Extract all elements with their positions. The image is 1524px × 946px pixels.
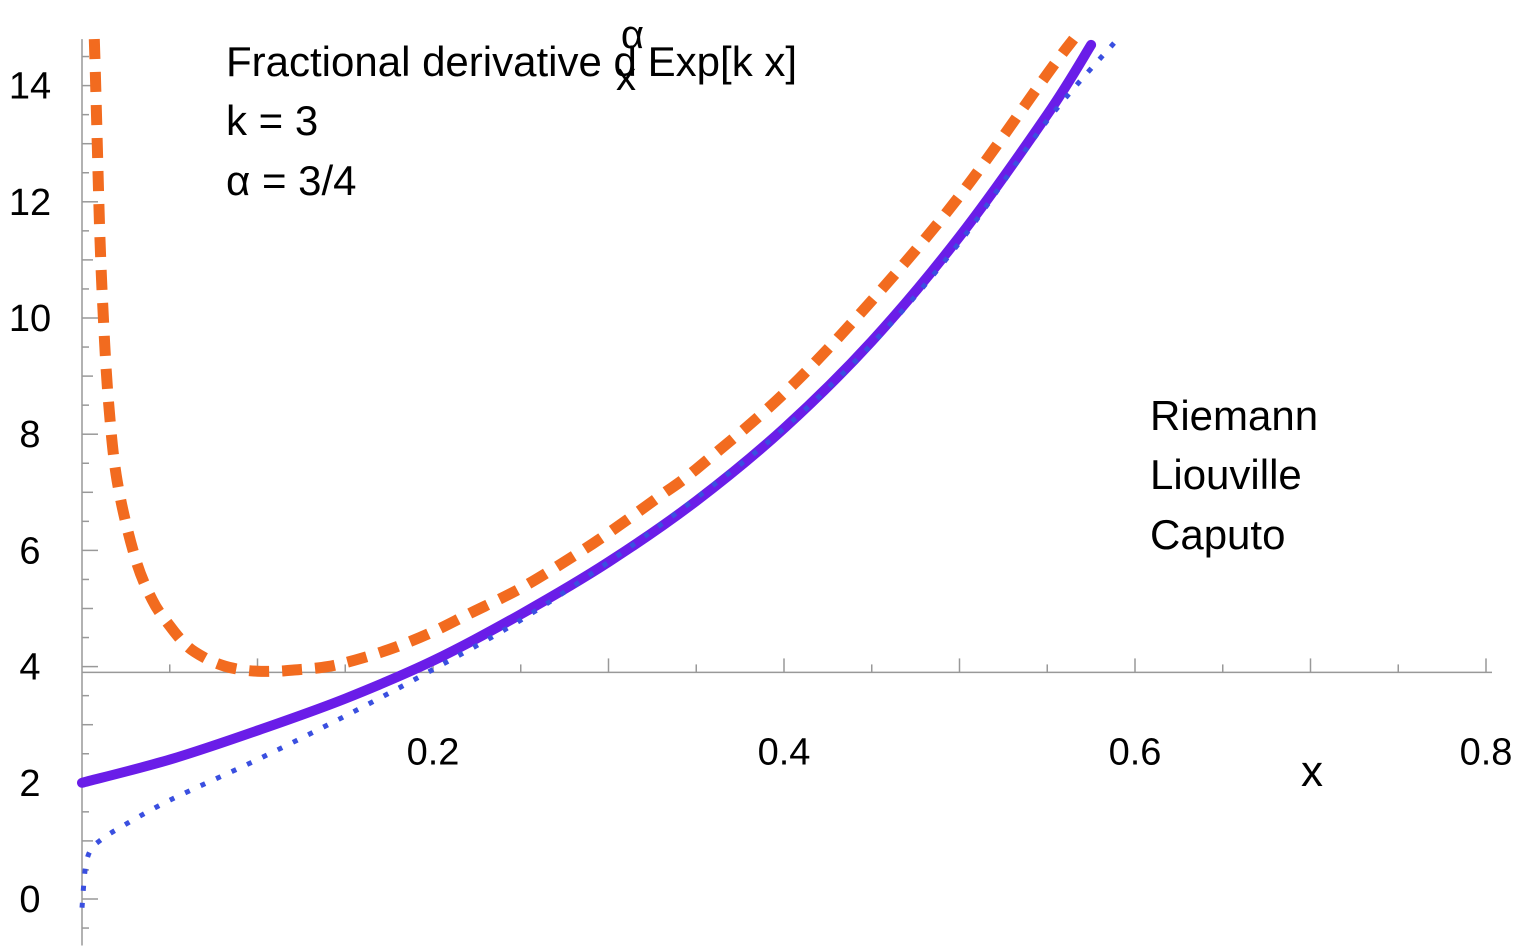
x-tick-label: 0.8 [1460,731,1513,773]
y-tick-label: 8 [19,414,40,456]
y-tick-label: 14 [9,66,51,108]
x-tick-label: 0.4 [758,731,811,773]
legend: Riemann Liouville Caputo [1150,392,1318,558]
annotation-line-1: Fractional derivative dα x Exp[k x] [226,13,797,99]
annotation-line-3: α = 3/4 [226,157,357,204]
y-tick-label: 2 [19,763,40,805]
x-axis-label: x [1301,747,1323,796]
x-tick-label: 0.6 [1109,731,1162,773]
annotation-line-2: k = 3 [226,97,318,144]
series-line-riemann [88,35,1078,677]
annotation-superscript: α [621,13,644,57]
annotation-prefix: Fractional derivative d [226,38,637,85]
legend-entry-liouville: Liouville [1150,451,1302,498]
y-tick-label: 10 [9,298,51,340]
legend-entry-riemann: Riemann [1150,392,1318,439]
series-layer [77,35,1120,908]
y-tick-label: 4 [19,647,40,689]
tick-labels: 0.2 0.4 0.6 0.8 0 2 4 6 8 10 12 14 [9,66,1513,921]
annotation-subscript: x [616,55,636,99]
y-tick-label: 6 [19,530,40,572]
series-line-caputo [79,37,1120,908]
annotation-suffix: Exp[k x] [636,38,797,85]
y-tick-label: 12 [9,182,51,224]
y-tick-label: 0 [19,879,40,921]
legend-entry-caputo: Caputo [1150,511,1285,558]
x-tick-label: 0.2 [407,731,460,773]
